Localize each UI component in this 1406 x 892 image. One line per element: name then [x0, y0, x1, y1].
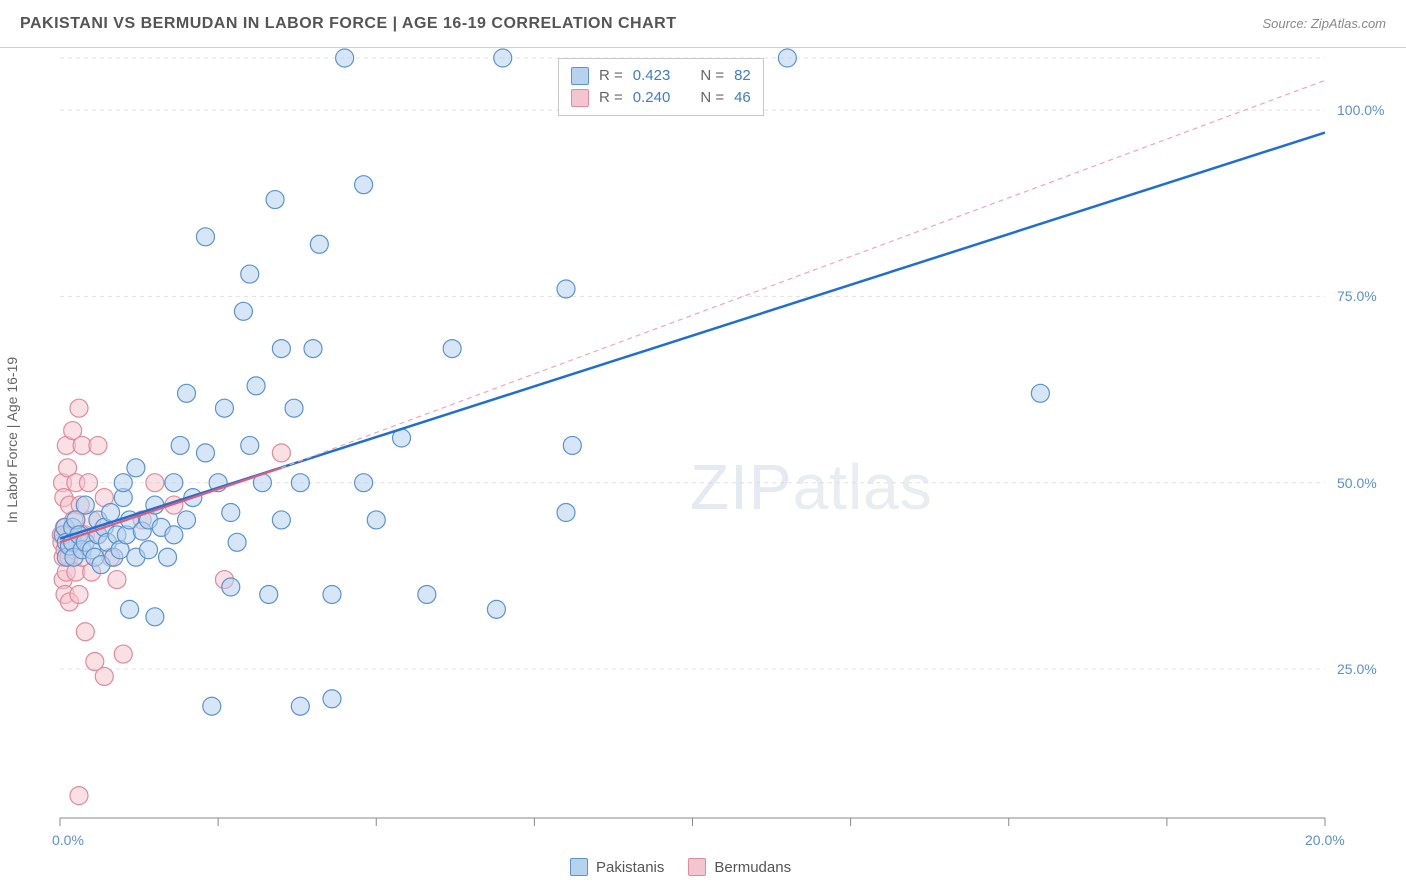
bottom-legend-item: Pakistanis — [570, 858, 664, 876]
legend-swatch — [571, 67, 589, 85]
x-tick-label: 0.0% — [52, 832, 84, 848]
source-attribution: Source: ZipAtlas.com — [1262, 16, 1386, 31]
stat-r-label: R = — [599, 87, 623, 109]
stat-r-value: 0.240 — [633, 87, 671, 109]
y-tick-label: 100.0% — [1337, 102, 1384, 118]
bottom-legend-item: Bermudans — [688, 858, 791, 876]
stat-r-label: R = — [599, 65, 623, 87]
stat-n-value: 82 — [734, 65, 751, 87]
y-axis-label: In Labor Force | Age 16-19 — [4, 357, 20, 523]
bottom-legend-label: Bermudans — [714, 859, 791, 876]
legend-stats-row: R = 0.240 N = 46 — [571, 87, 751, 109]
stat-n-value: 46 — [734, 87, 751, 109]
scatter-chart-svg — [50, 48, 1340, 838]
y-tick-label: 25.0% — [1337, 661, 1377, 677]
header: PAKISTANI VS BERMUDAN IN LABOR FORCE | A… — [0, 0, 1406, 48]
chart-container: PAKISTANI VS BERMUDAN IN LABOR FORCE | A… — [0, 0, 1406, 892]
y-tick-label: 50.0% — [1337, 475, 1377, 491]
legend-stats-row: R = 0.423 N = 82 — [571, 65, 751, 87]
legend-swatch — [571, 89, 589, 107]
bottom-legend-label: Pakistanis — [596, 859, 664, 876]
plot-area — [50, 48, 1340, 838]
y-tick-label: 75.0% — [1337, 288, 1377, 304]
bottom-legend: Pakistanis Bermudans — [570, 858, 791, 876]
chart-title: PAKISTANI VS BERMUDAN IN LABOR FORCE | A… — [20, 15, 676, 33]
legend-stats-box: R = 0.423 N = 82 R = 0.240 N = 46 — [558, 58, 764, 116]
x-tick-label: 20.0% — [1305, 832, 1345, 848]
stat-r-value: 0.423 — [633, 65, 671, 87]
legend-swatch — [570, 858, 588, 876]
legend-swatch — [688, 858, 706, 876]
stat-n-label: N = — [700, 65, 724, 87]
stat-n-label: N = — [700, 87, 724, 109]
